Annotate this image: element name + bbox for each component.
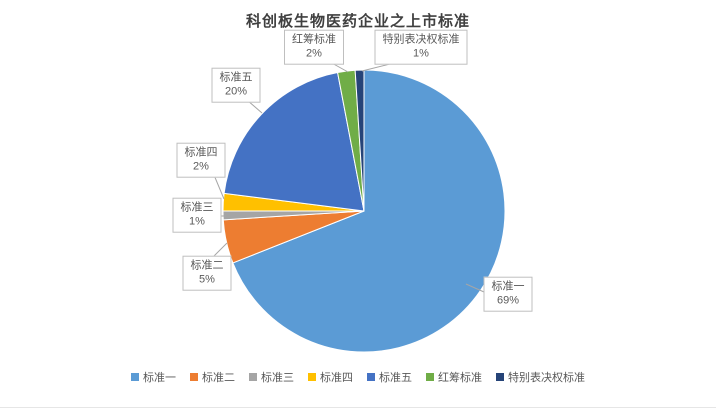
- data-label-name: 标准二: [190, 259, 224, 272]
- legend-swatch-icon: [190, 373, 198, 381]
- data-label-name: 标准四: [184, 146, 218, 159]
- data-label-name: 标准三: [180, 201, 214, 214]
- legend-label: 标准四: [320, 372, 353, 384]
- data-label-std5: 标准五 20%: [211, 67, 261, 103]
- leader-line-std4: [213, 174, 225, 200]
- legend-label: 标准五: [379, 372, 412, 384]
- legend-item-redchip: 红筹标准: [426, 369, 482, 385]
- legend-swatch-icon: [496, 373, 504, 381]
- legend: 标准一 标准二 标准三 标准四 标准五 红筹标准 特别表决权标准: [0, 369, 716, 385]
- legend-item-std4: 标准四: [308, 369, 353, 385]
- data-label-percent: 2%: [193, 161, 209, 173]
- data-label-std4: 标准四 2%: [176, 142, 226, 178]
- legend-swatch-icon: [308, 373, 316, 381]
- legend-swatch-icon: [131, 373, 139, 381]
- legend-label: 标准一: [143, 372, 176, 384]
- legend-item-std3: 标准三: [249, 369, 294, 385]
- data-label-special: 特别表决权标准 1%: [374, 29, 468, 65]
- data-label-percent: 5%: [199, 274, 215, 286]
- data-label-std2: 标准二 5%: [182, 255, 232, 291]
- legend-item-std1: 标准一: [131, 369, 176, 385]
- legend-label: 红筹标准: [438, 372, 482, 384]
- data-label-name: 标准一: [491, 280, 525, 293]
- pie-slices: [222, 69, 506, 353]
- legend-label: 标准三: [261, 372, 294, 384]
- legend-swatch-icon: [249, 373, 257, 381]
- leader-line-std2: [211, 242, 228, 259]
- leader-line-std1: [465, 283, 485, 293]
- data-label-percent: 69%: [496, 295, 520, 307]
- legend-item-std5: 标准五: [367, 369, 412, 385]
- legend-item-special: 特别表决权标准: [496, 369, 585, 385]
- data-label-std1: 标准一 69%: [483, 276, 533, 312]
- data-label-percent: 2%: [306, 48, 322, 60]
- chart-title: 科创板生物医药企业之上市标准: [245, 13, 470, 30]
- data-label-name: 红筹标准: [292, 33, 336, 46]
- data-label-percent: 1%: [413, 48, 429, 60]
- legend-item-std2: 标准二: [190, 369, 235, 385]
- data-label-percent: 20%: [224, 86, 248, 98]
- pie-slice-5: [223, 71, 365, 212]
- data-label-name: 特别表决权标准: [382, 33, 460, 46]
- legend-label: 特别表决权标准: [508, 372, 585, 384]
- legend-swatch-icon: [367, 373, 375, 381]
- data-label-std3: 标准三 1%: [172, 197, 222, 233]
- legend-swatch-icon: [426, 373, 434, 381]
- legend-label: 标准二: [202, 372, 235, 384]
- data-label-name: 标准五: [219, 71, 253, 84]
- data-label-redchip: 红筹标准 2%: [284, 29, 344, 65]
- data-label-percent: 1%: [189, 216, 205, 228]
